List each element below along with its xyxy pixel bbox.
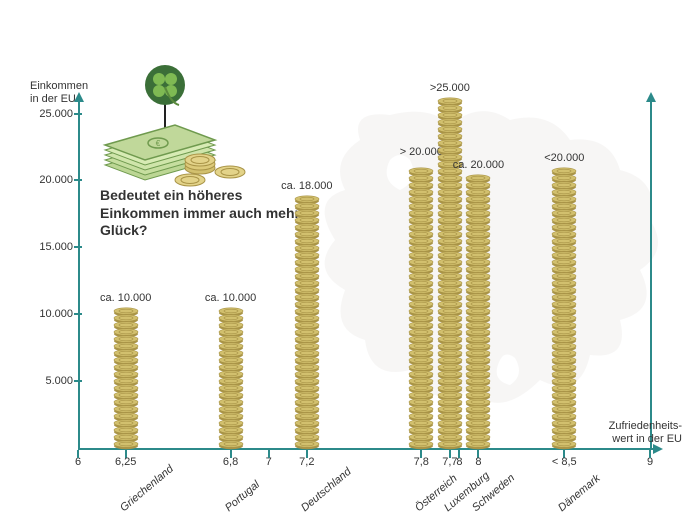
x-tick-mark: [458, 450, 460, 458]
satisfaction-value: < 8,5: [552, 456, 577, 468]
coin-icon: [294, 440, 320, 448]
y-tick-mark: [74, 113, 82, 115]
y-axis-title: Einkommenin der EU: [30, 80, 88, 106]
x-tick-mark: [268, 450, 270, 458]
coin-stack: [437, 98, 463, 448]
y-tick-label: 10.000: [28, 308, 73, 320]
income-label: <20.000: [544, 152, 584, 164]
coin-stack: [113, 308, 139, 448]
satisfaction-value: 6,8: [223, 456, 238, 468]
coin-icon: [218, 440, 244, 448]
coin-stack: [465, 175, 491, 448]
headline-text: Bedeutet ein höheres Einkommen immer auc…: [100, 187, 300, 240]
country-label: Dänemark: [556, 472, 603, 514]
y-axis-arrow-right: [646, 92, 656, 102]
x-tick-mark: [649, 450, 651, 458]
money-illustration: €: [95, 60, 270, 180]
y-tick-mark: [74, 246, 82, 248]
satisfaction-value: 6,25: [115, 456, 136, 468]
y-axis-left: [78, 100, 80, 450]
country-label: Portugal: [223, 479, 262, 515]
income-label: >25.000: [430, 82, 470, 94]
coin-icon: [437, 440, 463, 448]
y-tick-label: 20.000: [28, 174, 73, 186]
satisfaction-value: 7,7: [442, 456, 457, 468]
y-axis-right: [650, 100, 652, 450]
x-axis-title-text: Zufriedenheits-wert in der EU: [609, 420, 682, 445]
y-tick-label: 25.000: [28, 108, 73, 120]
y-tick-mark: [74, 380, 82, 382]
satisfaction-value: 7,8: [414, 456, 429, 468]
coin-stack: [408, 168, 434, 448]
x-axis-title: Zufriedenheits-wert in der EU: [587, 420, 682, 446]
country-label: Griechenland: [118, 463, 176, 514]
coin-icon: [551, 440, 577, 448]
coin-icon: [465, 440, 491, 448]
y-tick-mark: [74, 313, 82, 315]
svg-text:€: €: [156, 139, 161, 148]
satisfaction-value: 8: [475, 456, 481, 468]
coin-stack: [218, 308, 244, 448]
coin-stack: [551, 168, 577, 448]
y-axis-title-line1: Einkommenin der EU: [30, 80, 88, 105]
income-label: ca. 10.000: [100, 292, 151, 304]
country-label: Deutschland: [299, 466, 354, 515]
y-tick-label: 15.000: [28, 241, 73, 253]
x-tick-mark: [77, 450, 79, 458]
satisfaction-value: 7,2: [299, 456, 314, 468]
income-label: ca. 18.000: [281, 180, 332, 192]
y-tick-label: 5.000: [28, 375, 73, 387]
coin-icon: [408, 440, 434, 448]
coin-stack: [294, 196, 320, 448]
y-tick-mark: [74, 179, 82, 181]
income-label: ca. 20.000: [453, 159, 504, 171]
income-label: ca. 10.000: [205, 292, 256, 304]
coin-icon: [113, 440, 139, 448]
